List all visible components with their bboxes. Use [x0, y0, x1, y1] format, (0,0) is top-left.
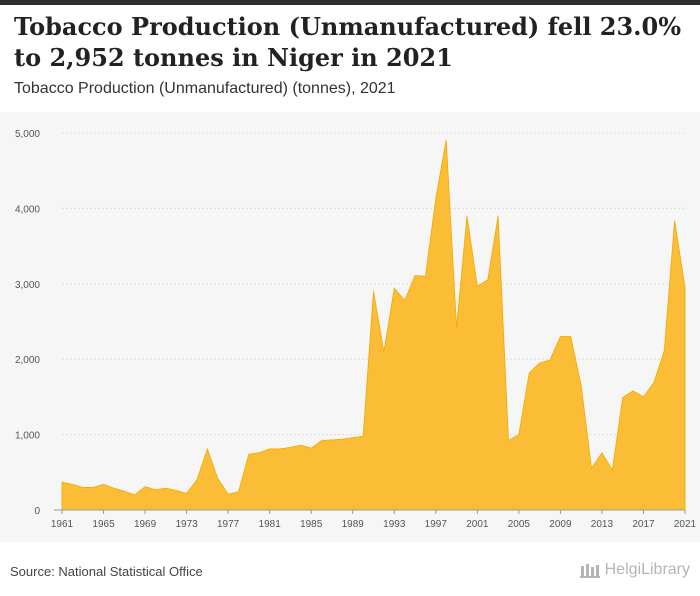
x-tick-label: 2009 [549, 519, 572, 530]
page-title: Tobacco Production (Unmanufactured) fell… [14, 12, 682, 72]
series-area-shape [61, 139, 686, 511]
brand-name: HelgiLibrary [604, 561, 690, 578]
library-icon [579, 564, 600, 578]
series-area [61, 139, 686, 511]
x-tick-label: 1977 [217, 519, 240, 530]
x-tick-label: 2021 [674, 519, 697, 530]
chart-subtitle: Tobacco Production (Unmanufactured) (ton… [14, 80, 396, 97]
brand-logo[interactable]: HelgiLibrary [579, 561, 690, 579]
x-tick-label: 1961 [51, 519, 74, 530]
x-tick-label: 1985 [300, 519, 323, 530]
y-tick-label: 1,000 [15, 431, 40, 442]
x-tick-label: 1989 [342, 519, 365, 530]
x-tick-label: 2013 [591, 519, 614, 530]
x-tick-label: 2005 [508, 519, 531, 530]
y-tick-label: 4,000 [15, 204, 40, 215]
x-tick-label: 1965 [92, 519, 115, 530]
x-tick-label: 1993 [383, 519, 406, 530]
y-tick-label: 2,000 [15, 355, 40, 366]
axes: 0 1,000 2,000 3,000 4,000 5,000 1961 1965 1969 19… [15, 129, 697, 530]
x-tick-label: 1973 [175, 519, 198, 530]
x-tick-label: 2017 [632, 519, 655, 530]
x-tick-label: 1997 [425, 519, 448, 530]
x-tick-label: 1969 [134, 519, 157, 530]
top-accent-bar [0, 0, 700, 5]
source-note: Source: National Statistical Office [10, 564, 203, 579]
y-tick-label: 5,000 [15, 129, 40, 140]
x-tick-label: 1981 [259, 519, 282, 530]
area-chart: 0 1,000 2,000 3,000 4,000 5,000 1961 1965 1969 19… [15, 129, 697, 530]
y-tick-label: 0 [34, 506, 40, 517]
x-tick-label: 2001 [466, 519, 489, 530]
y-tick-label: 3,000 [15, 280, 40, 291]
